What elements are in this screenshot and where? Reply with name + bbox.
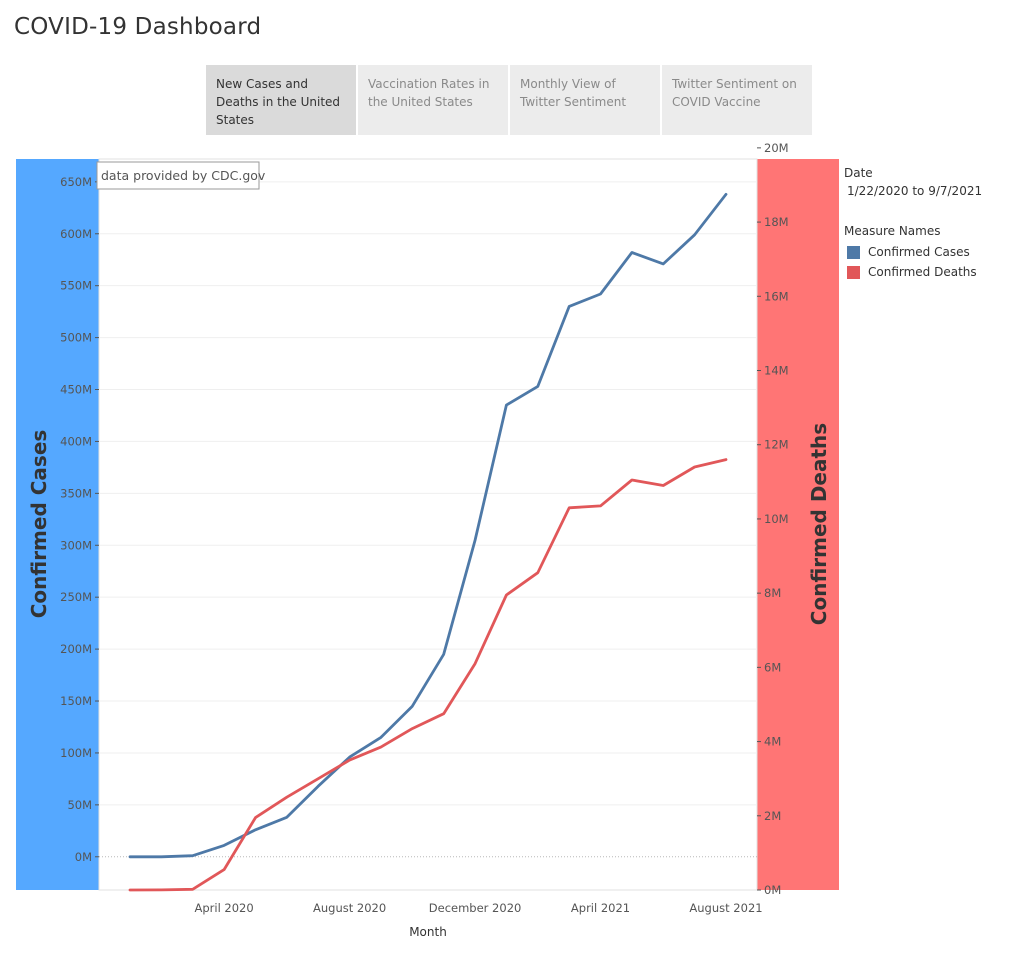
y2-tick-label: 2M <box>764 809 781 823</box>
legend-label-deaths: Confirmed Deaths <box>868 265 977 279</box>
series-lines <box>128 192 728 892</box>
y-axis-ticks: 0M 50M 100M 150M 200M 250M 300M 350M 400M 450M 500… <box>60 175 99 864</box>
y-tick-label: 0M <box>75 850 92 864</box>
legend: Date 1/22/2020 to 9/7/2021 Measure Names… <box>844 166 982 282</box>
legend-swatch-deaths <box>847 265 860 279</box>
y-tick-label: 300M <box>60 538 92 552</box>
y-tick-label: 650M <box>60 175 92 189</box>
legend-item-cases[interactable]: Confirmed Cases <box>844 242 982 262</box>
date-filter-title: Date <box>844 166 873 180</box>
y2-tick-label: 6M <box>764 660 781 674</box>
y-axis-title: Confirmed Cases <box>27 430 51 619</box>
y-tick-label: 50M <box>67 798 92 812</box>
series-line-confirmed-cases <box>128 192 728 859</box>
legend-label-cases: Confirmed Cases <box>868 245 970 259</box>
y2-tick-label: 10M <box>764 512 789 526</box>
right-axis-band <box>757 159 839 890</box>
y-tick-label: 250M <box>60 590 92 604</box>
date-range-value[interactable]: 1/22/2020 to 9/7/2021 <box>847 184 983 198</box>
annotation-text: data provided by CDC.gov <box>101 168 266 183</box>
y2-tick-label: 4M <box>764 735 781 749</box>
series-line-confirmed-deaths <box>128 458 728 892</box>
y-tick-label: 550M <box>60 279 92 293</box>
y-tick-label: 150M <box>60 694 92 708</box>
y2-axis-title: Confirmed Deaths <box>807 423 831 625</box>
gridlines <box>99 181 757 858</box>
y2-tick-label: 12M <box>764 438 789 452</box>
y2-tick-label: 18M <box>764 215 789 229</box>
y-tick-label: 500M <box>60 331 92 345</box>
x-tick-label: August 2020 <box>313 901 386 915</box>
x-tick-label: April 2020 <box>194 901 253 915</box>
legend-swatch-cases <box>847 245 860 259</box>
tab-monthly-twitter[interactable]: Monthly View of Twitter Sentiment <box>510 65 660 135</box>
x-tick-label: December 2020 <box>429 901 522 915</box>
y2-tick-label: 0M <box>764 883 781 897</box>
y-tick-label: 600M <box>60 227 92 241</box>
x-tick-label: April 2021 <box>571 901 630 915</box>
y2-axis-ticks: 0M 2M 4M 6M 8M 10M 12M 14M 16M 18M 20M <box>757 141 789 897</box>
tab-cases-deaths[interactable]: New Cases and Deaths in the United State… <box>206 65 356 135</box>
y2-tick-label: 16M <box>764 289 789 303</box>
y-tick-label: 350M <box>60 486 92 500</box>
y-tick-label: 450M <box>60 383 92 397</box>
y-tick-label: 100M <box>60 746 92 760</box>
x-axis-title: Month <box>409 925 447 939</box>
plot-frame <box>98 158 758 891</box>
dashboard-title: COVID-19 Dashboard <box>14 14 262 40</box>
legend-item-deaths[interactable]: Confirmed Deaths <box>844 262 982 282</box>
y-tick-label: 200M <box>60 642 92 656</box>
x-tick-label: August 2021 <box>689 901 762 915</box>
x-axis-ticks: April 2020 August 2020 December 2020 April … <box>194 901 762 915</box>
tab-twitter-vaccine[interactable]: Twitter Sentiment on COVID Vaccine <box>662 65 812 135</box>
y-tick-label: 400M <box>60 434 92 448</box>
tab-vaccination-rates[interactable]: Vaccination Rates in the United States <box>358 65 508 135</box>
y2-tick-label: 14M <box>764 364 789 378</box>
annotation-box <box>96 161 260 190</box>
measure-names-title: Measure Names <box>844 224 941 238</box>
y2-tick-label: 8M <box>764 586 781 600</box>
tab-bar: New Cases and Deaths in the United State… <box>206 65 814 135</box>
y2-tick-label: 20M <box>764 141 789 155</box>
left-axis-band <box>16 159 99 890</box>
